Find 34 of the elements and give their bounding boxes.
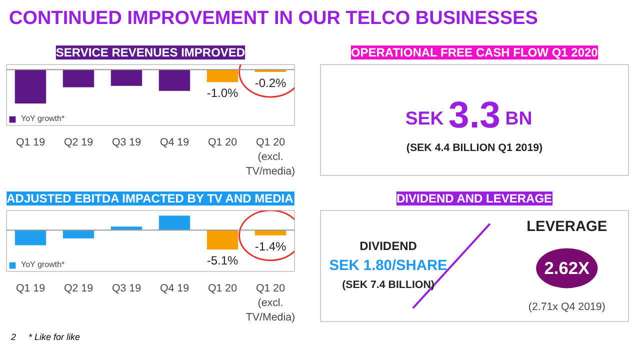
x-tick-label: Q2 19 xyxy=(64,282,94,294)
text: (SEK 7.4 BILLION) xyxy=(342,278,435,291)
text: 2.62X xyxy=(544,258,590,278)
text: CONTINUED IMPROVEMENT IN OUR TELCO BUSINESSES xyxy=(9,7,538,31)
text: BN xyxy=(505,107,532,128)
text: SEK 1.80/SHARE xyxy=(329,258,448,274)
text: (2.71x Q4 2019) xyxy=(528,301,606,314)
chart-title: ADJUSTED EBITDA IMPACTED BY TV AND MEDIA xyxy=(6,192,294,206)
x-tick-label: Q1 20 (excl. TV/Media) xyxy=(246,282,296,324)
x-tick-label: Q3 19 xyxy=(112,136,142,148)
text: -5.1% xyxy=(206,253,238,268)
text: -0.2% xyxy=(254,76,286,90)
x-tick-label: Q1 20 xyxy=(208,136,238,148)
text: 3.3 xyxy=(448,93,500,136)
text: LEVERAGE xyxy=(526,219,608,236)
text: OPERATIONAL FREE CASH FLOW Q1 2020 xyxy=(350,46,598,60)
text: SEK xyxy=(405,107,444,128)
text: -1.0% xyxy=(206,86,238,100)
legend-label: YoY growth* xyxy=(21,114,65,123)
x-tick-label: Q2 19 xyxy=(64,136,94,148)
text: 2 * Like for like xyxy=(11,332,80,342)
text: -1.4% xyxy=(254,239,286,254)
legend-label: YoY growth* xyxy=(21,260,65,269)
x-tick-label: Q1 19 xyxy=(16,136,46,148)
x-tick-label: Q1 20 (excl. TV/media) xyxy=(246,136,296,178)
x-tick-label: Q3 19 xyxy=(112,282,142,294)
x-tick-label: Q4 19 xyxy=(160,282,190,294)
text: (SEK 4.4 BILLION Q1 2019) xyxy=(406,142,544,154)
x-tick-label: Q4 19 xyxy=(160,136,190,148)
text: DIVIDEND xyxy=(360,239,418,254)
text: DIVIDEND AND LEVERAGE xyxy=(396,192,552,206)
x-tick-label: Q1 19 xyxy=(16,282,46,294)
chart-title: SERVICE REVENUES IMPROVED xyxy=(56,46,246,60)
x-tick-label: Q1 20 xyxy=(208,282,238,294)
